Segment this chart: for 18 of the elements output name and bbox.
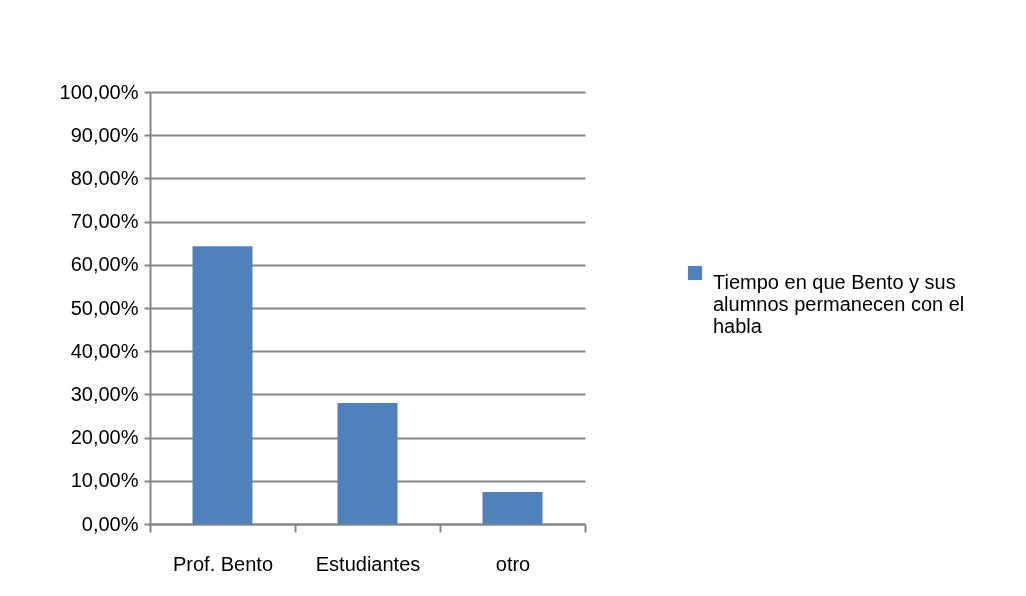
x-tick-label: otro [495, 552, 531, 575]
y-tick-label: 80,00% [70, 166, 139, 189]
y-tick-label: 20,00% [70, 426, 139, 449]
y-tick-label: 10,00% [70, 469, 139, 492]
y-tick-label: 100,00% [59, 80, 139, 103]
y-tick-label: 30,00% [70, 382, 139, 405]
bar [337, 403, 398, 524]
y-tick-label: 0,00% [81, 512, 139, 535]
y-tick-label: 40,00% [70, 339, 139, 362]
bar [192, 246, 253, 524]
y-tick-label: 50,00% [70, 296, 139, 319]
x-tick-label: Estudiantes [315, 552, 421, 575]
legend-label: Tiempo en que Bento y sus alumnos permanecen con el habla [713, 271, 965, 337]
y-tick-label: 70,00% [70, 210, 139, 233]
x-tick-label: Prof. Bento [172, 552, 274, 575]
bar [482, 492, 543, 524]
y-tick-label: 90,00% [70, 123, 139, 146]
y-tick-label: 60,00% [70, 253, 139, 276]
